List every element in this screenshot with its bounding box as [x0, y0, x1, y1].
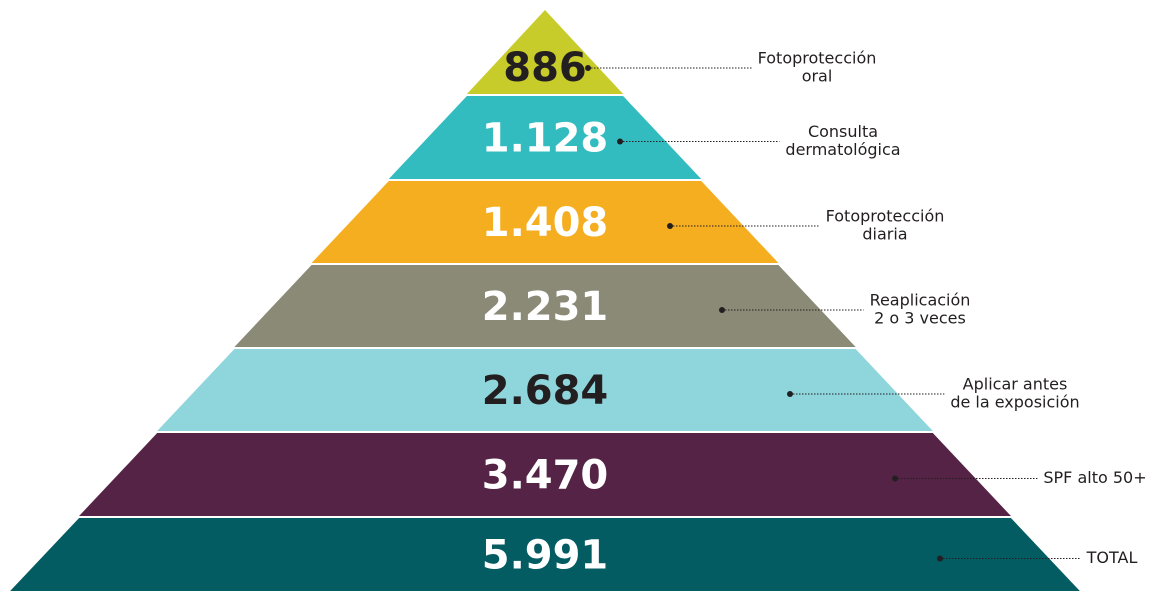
category-label: TOTAL [1086, 548, 1138, 567]
pyramid-layer [311, 181, 779, 263]
category-label: Consulta [808, 122, 878, 141]
category-label: Reaplicación [870, 291, 971, 310]
pyramid-layer [157, 349, 933, 431]
category-label: Fotoprotección [826, 207, 945, 226]
value-label: 2.684 [482, 368, 609, 414]
pyramid-layer [79, 433, 1011, 516]
category-label: 2 o 3 veces [874, 309, 966, 328]
category-label: SPF alto 50+ [1043, 468, 1146, 487]
pyramid-layer [466, 10, 624, 94]
category-label: de la exposición [950, 393, 1079, 412]
pyramid-layer [388, 96, 702, 179]
value-label: 2.231 [482, 284, 609, 330]
value-label: 5.991 [482, 533, 609, 579]
value-label: 886 [503, 45, 587, 91]
category-label: Fotoprotección [758, 49, 877, 68]
category-label: oral [802, 67, 833, 86]
value-label: 1.408 [482, 200, 609, 246]
category-label: Aplicar antes [963, 375, 1068, 394]
value-label: 3.470 [482, 453, 609, 499]
category-label: dermatológica [785, 140, 900, 159]
pyramid-layer [234, 265, 856, 347]
category-label: diaria [862, 225, 907, 244]
pyramid-layer [10, 518, 1080, 591]
value-label: 1.128 [482, 116, 609, 162]
